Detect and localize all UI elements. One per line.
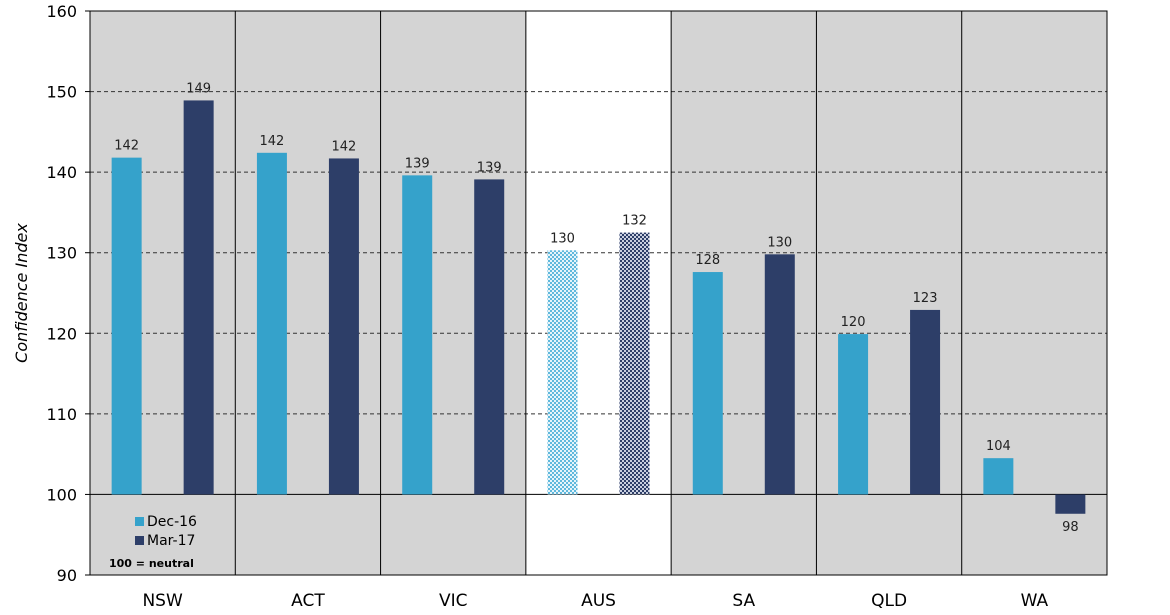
bar-vic-mar-17	[474, 179, 505, 495]
data-label-sa-dec-16: 128	[695, 253, 720, 268]
y-axis-title: Confidence Index	[12, 223, 31, 363]
data-label-aus-dec-16: 130	[550, 231, 575, 246]
category-label-qld: QLD	[871, 591, 907, 611]
bar-sa-dec-16	[692, 272, 723, 495]
bar-act-mar-17	[328, 158, 359, 495]
category-label-act: ACT	[291, 591, 325, 611]
y-tick-label-100: 100	[46, 485, 77, 504]
category-label-aus: AUS	[581, 591, 616, 611]
data-label-vic-mar-17: 139	[477, 160, 502, 175]
data-label-sa-mar-17: 130	[767, 235, 792, 250]
data-label-vic-dec-16: 139	[405, 156, 430, 171]
bar-qld-mar-17	[910, 309, 941, 495]
data-label-nsw-mar-17: 149	[186, 81, 211, 96]
y-tick-label-150: 150	[46, 83, 77, 102]
legend-label-mar-17: Mar-17	[147, 533, 195, 549]
bar-qld-dec-16	[838, 334, 869, 495]
legend-label-dec-16: Dec-16	[147, 514, 197, 530]
data-label-nsw-dec-16: 142	[114, 139, 139, 154]
bar-aus-dec-16	[547, 250, 578, 495]
data-label-wa-mar-17: 98	[1062, 520, 1079, 535]
y-tick-label-90: 90	[57, 566, 77, 585]
category-label-vic: VIC	[439, 591, 468, 611]
y-tick-label-120: 120	[46, 324, 77, 343]
data-label-qld-dec-16: 120	[841, 315, 866, 330]
data-label-qld-mar-17: 123	[913, 291, 938, 306]
data-label-act-mar-17: 142	[332, 139, 357, 154]
legend-swatch-mar-17	[135, 536, 144, 545]
category-label-nsw: NSW	[142, 591, 183, 611]
legend-swatch-dec-16	[135, 517, 144, 526]
bar-act-dec-16	[256, 152, 287, 495]
bar-nsw-dec-16	[111, 157, 142, 495]
plot-frame	[89, 10, 1108, 576]
data-label-act-dec-16: 142	[260, 134, 285, 149]
y-tick-label-110: 110	[46, 405, 77, 424]
neutral-note: 100 = neutral	[109, 557, 194, 570]
y-tick-label-160: 160	[46, 2, 77, 21]
data-label-wa-dec-16: 104	[986, 439, 1011, 454]
bar-sa-mar-17	[764, 254, 795, 495]
bar-wa-dec-16	[983, 458, 1014, 495]
data-label-aus-mar-17: 132	[622, 214, 647, 229]
bar-aus-mar-17	[619, 232, 650, 495]
bar-wa-mar-17	[1055, 494, 1086, 514]
category-label-sa: SA	[732, 591, 755, 611]
y-tick-label-140: 140	[46, 163, 77, 182]
bar-vic-dec-16	[402, 175, 433, 495]
y-tick-label-130: 130	[46, 244, 77, 263]
category-label-wa: WA	[1021, 591, 1049, 611]
bar-nsw-mar-17	[183, 100, 214, 495]
